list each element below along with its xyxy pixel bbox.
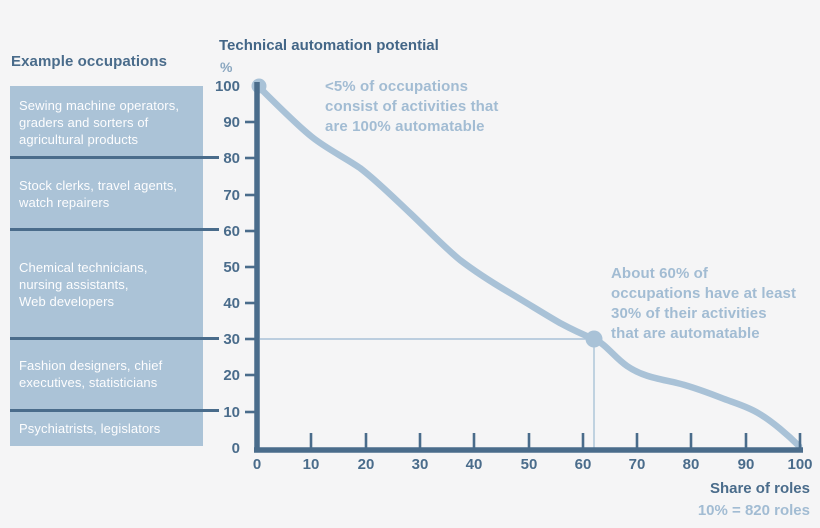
y-tick-50: 50 [223,259,240,276]
band-divider-10 [10,409,219,412]
curve-marker-30pct [585,330,603,348]
y-tick-0: 0 [231,440,240,457]
x-tick-20: 20 [357,456,375,473]
occupation-examples-panel: Sewing machine operators, graders and so… [10,86,203,446]
x-tick-100: 100 [787,456,813,473]
example-occupations-heading: Example occupations [11,53,168,70]
x-axis-title: Share of roles [709,480,810,497]
x-tick-40: 40 [465,456,483,473]
y-axis-unit-label: % [220,59,233,75]
occupation-label: Chemical technicians, nursing assistants… [19,259,148,309]
x-axis-ticks [309,433,802,448]
x-tick-60: 60 [574,456,592,473]
occupation-row-10-30: Fashion designers, chief executives, sta… [10,338,203,410]
curve-start-marker-100pct [251,78,267,94]
occupation-row-60-80: Stock clerks, travel agents, watch repai… [10,158,203,230]
occupation-label: Sewing machine operators, graders and so… [19,97,180,147]
occupation-row-30-60: Chemical technicians, nursing assistants… [10,230,203,338]
band-divider-80 [10,156,219,159]
x-tick-0: 0 [252,456,262,473]
occupation-label: Fashion designers, chief executives, sta… [19,358,163,390]
annotation-30pct-automatable: About 60% of occupations have at least 3… [611,265,797,342]
occupation-row-0-10: Psychiatrists, legislators [10,410,203,446]
band-divider-60 [10,228,219,231]
occupation-label: Psychiatrists, legislators [19,420,161,436]
x-tick-50: 50 [520,456,538,473]
occupation-label: Stock clerks, travel agents, watch repai… [19,178,178,210]
y-tick-30: 30 [223,331,240,348]
x-tick-30: 30 [411,456,429,473]
y-tick-60: 60 [223,223,240,240]
chart-title: Technical automation potential [219,37,439,54]
y-tick-80: 80 [223,150,240,167]
annotation-100pct-automatable: <5% of occupations consist of activities… [325,78,499,135]
x-tick-10: 10 [302,456,320,473]
x-axis-subtitle: 10% = 820 roles [697,502,810,519]
band-divider-30 [10,337,219,340]
y-tick-100: 100 [214,78,240,95]
x-tick-90: 90 [737,456,755,473]
occupation-row-80-100: Sewing machine operators, graders and so… [10,86,203,158]
x-tick-80: 80 [682,456,700,473]
y-tick-70: 70 [223,187,240,204]
x-tick-70: 70 [628,456,646,473]
y-tick-90: 90 [223,114,240,131]
y-axis-ticks [245,120,257,414]
y-tick-40: 40 [223,295,240,312]
y-tick-20: 20 [223,367,240,384]
y-tick-10: 10 [223,404,240,421]
